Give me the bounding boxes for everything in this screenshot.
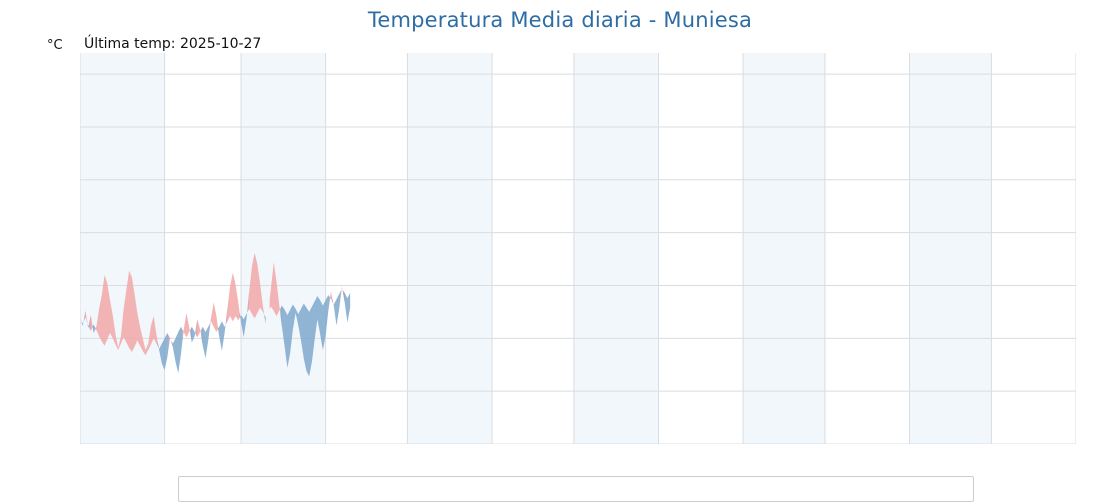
area-above-median [269, 262, 282, 327]
area-above-median [247, 252, 266, 324]
month-band [407, 53, 493, 444]
area-below-median [280, 291, 332, 377]
area-above-median [95, 270, 160, 356]
area-below-median [239, 291, 250, 338]
month-band [743, 53, 825, 444]
y-axis-unit-label: °C [47, 38, 63, 53]
month-band [164, 53, 241, 444]
area-below-median [332, 286, 342, 326]
area-below-median [217, 308, 228, 352]
last-temperature-date-label: Última temp: 2025-10-27 [84, 36, 262, 52]
chart-legend [178, 476, 974, 502]
area-above-median [195, 319, 203, 346]
area-above-median [89, 315, 94, 334]
area-below-median [201, 318, 211, 359]
area-below-median [264, 314, 266, 324]
area-below-median [92, 324, 97, 334]
month-band [80, 53, 165, 444]
month-band [492, 53, 574, 444]
month-band [991, 53, 1076, 444]
month-band [658, 53, 744, 444]
month-band [240, 53, 326, 444]
area-below-median [171, 326, 184, 374]
area-below-median [343, 290, 351, 323]
month-band [824, 53, 910, 444]
area-above-median [182, 312, 192, 343]
area-above-median [84, 310, 89, 328]
month-band [325, 53, 408, 444]
area-above-median [225, 272, 241, 325]
page-title: Temperatura Media diaria - Muniesa [367, 8, 753, 32]
month-band [909, 53, 992, 444]
area-below-median [190, 319, 198, 343]
area-above-median [209, 302, 220, 337]
area-below-median [157, 333, 171, 371]
month-band [573, 53, 659, 444]
area-above-median [168, 335, 173, 348]
